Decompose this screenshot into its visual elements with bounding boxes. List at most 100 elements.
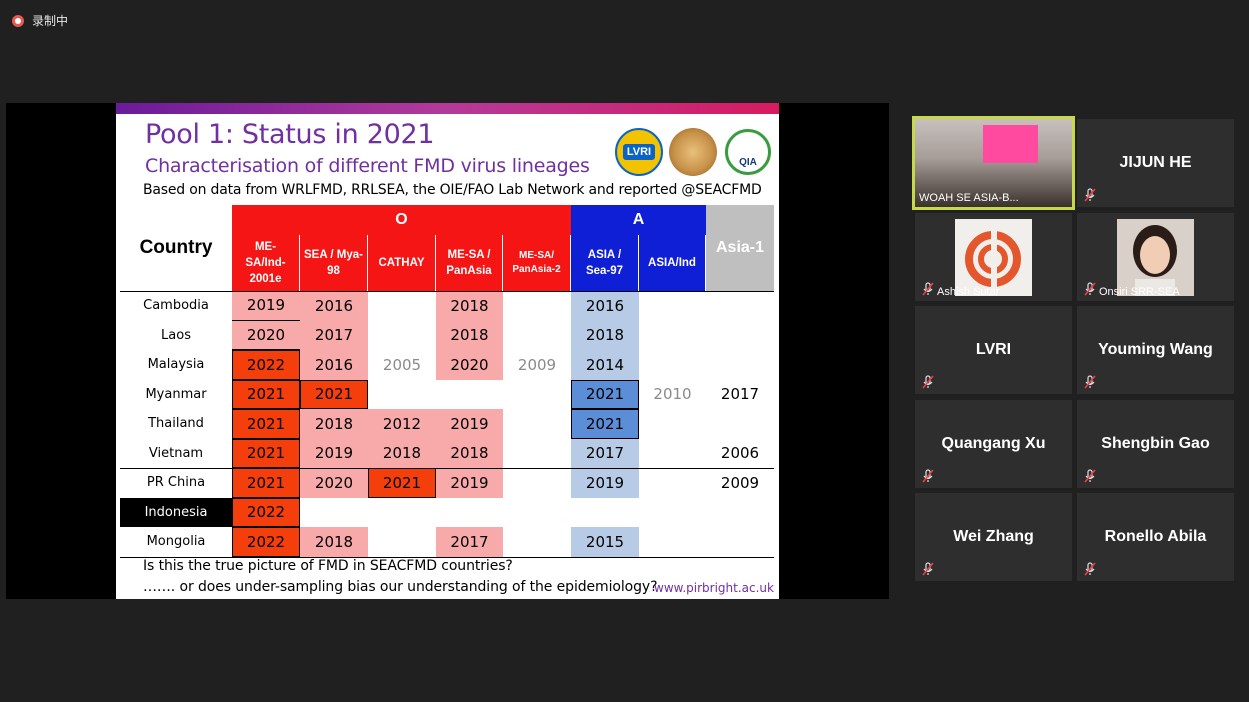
country-cell: Thailand [148,416,204,432]
lineage-table: Country O A Asia-1 ME-SA/Ind-2001e SEA / Mya-… [120,205,774,558]
year-cell: 2022 [232,350,300,380]
slide-top-bar [116,103,779,114]
participant-tile[interactable]: Ashish Sutar [915,213,1072,301]
year-cell [368,380,436,410]
year-cell: 2018 [368,438,436,468]
participant-name: Youming Wang [1098,341,1213,358]
year-cell [368,321,436,351]
table-rule [120,468,774,469]
participant-name: Onsiri SRR-SEA [1099,286,1180,298]
recording-indicator[interactable]: 录制中 [12,12,68,29]
avatar [955,219,1032,296]
year-cell: 2015 [571,527,639,557]
lineage-header: ME-SA/ PanAsia-2 [503,235,571,291]
year-cell [503,409,571,439]
slide-source: Based on data from WRLFMD, RRLSEA, the O… [143,182,762,198]
mic-muted-icon [921,282,935,296]
country-cell: PR China [146,475,206,491]
participant-tile[interactable]: JIJUN HE [1077,119,1234,207]
table-rule [120,556,774,558]
year-cell: 2020 [300,468,368,498]
government-seal-icon [669,128,717,176]
year-cell [706,409,774,439]
year-cell [639,291,706,321]
year-cell [300,498,368,528]
year-cell [503,380,571,410]
slide-title: Pool 1: Status in 2021 [145,119,435,150]
year-cell: 2016 [300,350,368,380]
serotype-o-header: O [232,205,571,235]
year-cell [503,291,571,321]
country-cell: Indonesia [120,497,232,527]
year-cell [571,498,639,528]
country-cell: Laos [161,327,191,343]
participant-name: Ashish Sutar [937,286,1000,298]
participant-tile[interactable]: Shengbin Gao [1077,400,1234,488]
year-cell: 2006 [720,444,760,463]
venue-screen-icon [983,125,1038,163]
year-cell: 2021 [300,379,368,409]
mic-muted-icon [1083,562,1097,576]
serotype-asia1-header: Asia-1 [706,205,774,291]
year-cell: 2018 [436,438,503,468]
year-cell: 2019 [300,438,368,468]
participant-name: LVRI [975,341,1012,358]
country-cell: Cambodia [143,298,209,314]
mic-muted-icon [1083,188,1097,202]
year-cell: 2021 [571,379,639,409]
lineage-header: ME-SA/Ind-2001e [232,235,300,291]
question-line-2: ……. or does under-sampling bias our unde… [143,579,658,595]
year-cell [503,439,571,469]
pirbright-url: www.pirbright.ac.uk [654,581,774,595]
recording-label: 录制中 [32,14,69,28]
slide-subtitle: Characterisation of different FMD virus … [145,155,590,177]
country-header: Country [120,205,232,291]
mic-muted-icon [921,562,935,576]
year-cell: 2019 [571,468,639,498]
year-cell [706,498,774,528]
year-cell [503,498,571,528]
year-cell: 2022 [232,527,300,557]
year-cell: 2010 [653,385,692,404]
mic-muted-icon [1083,282,1097,296]
participant-tile[interactable]: Quangang Xu [915,400,1072,488]
participant-tile[interactable]: Ronello Abila [1077,493,1234,581]
mic-muted-icon [1083,469,1097,483]
year-cell: 2014 [571,350,639,380]
year-cell [706,527,774,557]
participant-tile[interactable]: Youming Wang [1077,306,1234,394]
year-cell: 2018 [571,320,639,350]
year-cell: 2018 [436,320,503,350]
year-cell: 2012 [368,409,436,439]
avatar [1117,219,1194,296]
year-cell: 2021 [232,409,300,439]
year-cell [503,321,571,351]
participant-name: WOAH SE ASIA-B... [919,192,1019,204]
participant-tile[interactable]: LVRI [915,306,1072,394]
mic-muted-icon [921,375,935,389]
country-cell: Malaysia [147,357,205,373]
lineage-header: ASIA / Sea-97 [571,235,639,291]
year-cell: 2009 [517,355,557,374]
year-cell: 2018 [300,527,368,557]
year-cell: 2017 [571,438,639,468]
participant-tile[interactable]: WOAH SE ASIA-B... [912,116,1075,210]
qia-logo-icon: QIA [725,129,771,175]
year-cell: 2018 [436,291,503,321]
country-cell: Myanmar [145,386,207,402]
year-cell: 2009 [720,473,760,492]
mic-muted-icon [921,469,935,483]
year-cell: 2017 [300,320,368,350]
year-cell: 2021 [232,438,300,468]
year-cell: 2021 [232,468,300,498]
profile-logo-icon [965,229,1021,289]
participant-tile[interactable]: Wei Zhang [915,493,1072,581]
year-cell: 2021 [571,409,639,439]
participant-tile[interactable]: Onsiri SRR-SEA [1077,213,1234,301]
record-icon [12,14,24,27]
year-cell: 2017 [436,527,503,557]
lineage-header: SEA / Mya-98 [300,235,368,291]
year-cell: 2017 [720,385,760,404]
year-cell: 2022 [232,497,300,527]
participant-name: Quangang Xu [941,435,1046,452]
